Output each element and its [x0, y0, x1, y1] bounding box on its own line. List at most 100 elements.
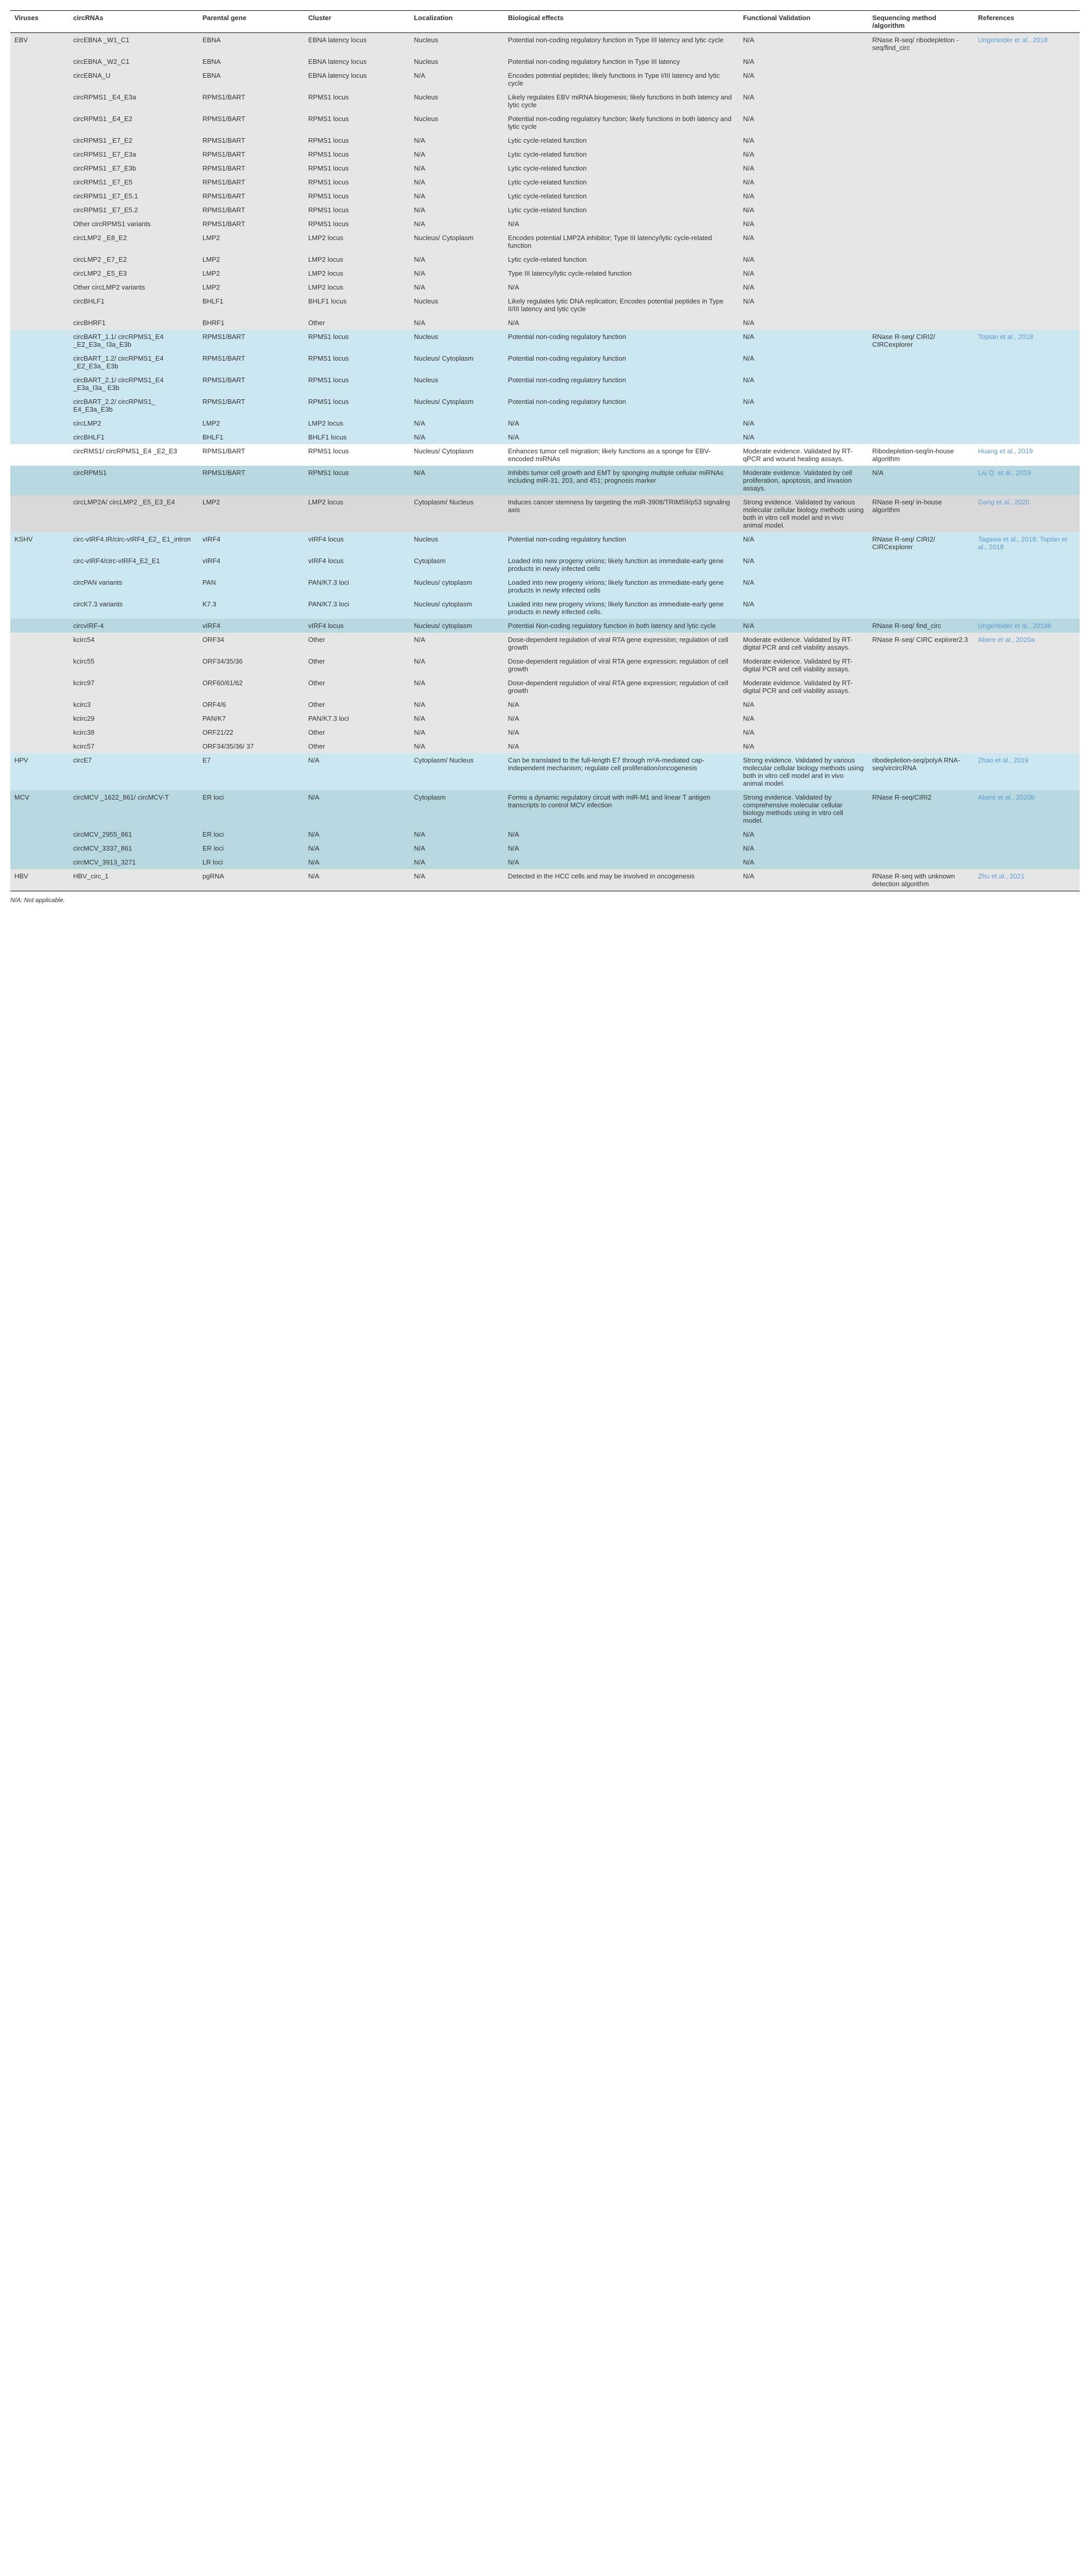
cell-sequencing: RNase R-seq with unknown detection algor…	[868, 869, 974, 891]
table-row: circK7.3 variantsK7.3PAN/K7.3 lociNucleu…	[10, 597, 1080, 619]
cell-reference	[974, 133, 1080, 147]
table-row: circBHLF1BHLF1BHLF1 locusN/AN/AN/A	[10, 430, 1080, 444]
cell-reference	[974, 55, 1080, 69]
cell-functional: N/A	[739, 430, 868, 444]
cell-cluster: LMP2 locus	[304, 495, 410, 532]
cell-localization: N/A	[410, 739, 504, 753]
cell-functional: N/A	[739, 554, 868, 575]
cell-localization: N/A	[410, 175, 504, 189]
cell-functional: N/A	[739, 351, 868, 373]
cell-functional: N/A	[739, 827, 868, 841]
cell-bioeffects: Can be translated to the full-length E7 …	[504, 753, 739, 790]
cell-cluster: RPMS1 locus	[304, 203, 410, 217]
table-row: HBVHBV_circ_1pgRNAN/AN/ADetected in the …	[10, 869, 1080, 891]
cell-reference	[974, 189, 1080, 203]
cell-cluster: RPMS1 locus	[304, 217, 410, 231]
h-localization: Localization	[410, 11, 504, 33]
cell-functional: N/A	[739, 725, 868, 739]
h-viruses: Viruses	[10, 11, 69, 33]
cell-parental: RPMS1/BART	[198, 203, 304, 217]
cell-virus	[10, 430, 69, 444]
cell-circrna: kcirc29	[69, 711, 198, 725]
cell-parental: RPMS1/BART	[198, 351, 304, 373]
cell-virus	[10, 69, 69, 90]
cell-circrna: circRPMS1 _E7_E5.1	[69, 189, 198, 203]
cell-cluster: Other	[304, 676, 410, 698]
cell-functional: N/A	[739, 90, 868, 112]
cell-bioeffects: Potential non-coding regulatory function	[504, 373, 739, 395]
table-row: circEBNA_UEBNAEBNA latency locusN/AEncod…	[10, 69, 1080, 90]
cell-localization: N/A	[410, 827, 504, 841]
cell-localization: N/A	[410, 252, 504, 266]
cell-circrna: circMCV _1622_861/ circMCV-T	[69, 790, 198, 827]
cell-reference	[974, 252, 1080, 266]
cell-cluster: BHLF1 locus	[304, 430, 410, 444]
cell-reference	[974, 725, 1080, 739]
cell-sequencing	[868, 430, 974, 444]
table-row: kcirc55ORF34/35/36OtherN/ADose-dependent…	[10, 654, 1080, 676]
cell-circrna: kcirc3	[69, 698, 198, 711]
cell-parental: vIRF4	[198, 554, 304, 575]
cell-parental: ORF34/35/36	[198, 654, 304, 676]
cell-reference	[974, 841, 1080, 855]
cell-functional: Moderate evidence. Validated by RT-digit…	[739, 676, 868, 698]
cell-parental: RPMS1/BART	[198, 444, 304, 466]
cell-localization: N/A	[410, 633, 504, 654]
cell-sequencing	[868, 698, 974, 711]
cell-circrna: circRPMS1 _E7_E5	[69, 175, 198, 189]
cell-circrna: circRPMS1 _E7_E3b	[69, 161, 198, 175]
cell-sequencing: RNase R-seq/ CIRC explorer2.3	[868, 633, 974, 654]
cell-virus: EBV	[10, 33, 69, 55]
cell-sequencing	[868, 654, 974, 676]
cell-cluster: N/A	[304, 855, 410, 869]
cell-reference: Tagawa et al., 2018; Toptan et al., 2018	[974, 532, 1080, 554]
cell-virus	[10, 633, 69, 654]
cell-reference	[974, 175, 1080, 189]
cell-parental: LMP2	[198, 416, 304, 430]
cell-functional: N/A	[739, 698, 868, 711]
cell-cluster: LMP2 locus	[304, 416, 410, 430]
cell-circrna: circE7	[69, 753, 198, 790]
cell-circrna: kcirc97	[69, 676, 198, 698]
cell-sequencing	[868, 112, 974, 133]
cell-reference	[974, 654, 1080, 676]
table-row: HPVcircE7E7N/ACytoplasm/ NucleusCan be t…	[10, 753, 1080, 790]
cell-functional: Moderate evidence. Validated by RT-qPCR …	[739, 444, 868, 466]
cell-localization: N/A	[410, 430, 504, 444]
cell-cluster: RPMS1 locus	[304, 175, 410, 189]
cell-sequencing: Ribodepletion-seq/in-house algorithm	[868, 444, 974, 466]
cell-reference	[974, 855, 1080, 869]
cell-cluster: RPMS1 locus	[304, 90, 410, 112]
cell-virus	[10, 855, 69, 869]
cell-sequencing	[868, 827, 974, 841]
cell-circrna: circRPMS1 _E7_E5.2	[69, 203, 198, 217]
cell-bioeffects: Encodes potential LMP2A inhibitor; Type …	[504, 231, 739, 252]
cell-sequencing	[868, 841, 974, 855]
table-row: circvIRF-4vIRF4vIRF4 locusNucleus/ cytop…	[10, 619, 1080, 633]
cell-functional: N/A	[739, 739, 868, 753]
cell-sequencing: RNase R-seq/ ribodepletion -seq/find_cir…	[868, 33, 974, 55]
cell-reference: Liu Q. et al., 2019	[974, 466, 1080, 495]
table-row: circBART_2.1/ circRPMS1_E4 _E3a_I3a_ E3b…	[10, 373, 1080, 395]
cell-circrna: circEBNA_U	[69, 69, 198, 90]
cell-parental: LMP2	[198, 495, 304, 532]
cell-parental: ORF21/22	[198, 725, 304, 739]
cell-localization: Nucleus	[410, 90, 504, 112]
cell-circrna: circ-vIRF4.IR/circ-vIRF4_E2_ E1_intron	[69, 532, 198, 554]
table-row: EBVcircEBNA _W1_C1EBNAEBNA latency locus…	[10, 33, 1080, 55]
cell-virus	[10, 676, 69, 698]
cell-functional: N/A	[739, 416, 868, 430]
cell-localization: N/A	[410, 280, 504, 294]
table-row: kcirc57ORF34/35/36/ 37OtherN/AN/AN/A	[10, 739, 1080, 753]
cell-bioeffects: Likely regulates EBV miRNA biogenesis; l…	[504, 90, 739, 112]
cell-sequencing	[868, 252, 974, 266]
h-cluster: Cluster	[304, 11, 410, 33]
cell-parental: EBNA	[198, 69, 304, 90]
cell-circrna: Other circRPMS1 variants	[69, 217, 198, 231]
cell-reference	[974, 231, 1080, 252]
cell-bioeffects: Dose-dependent regulation of viral RTA g…	[504, 676, 739, 698]
cell-parental: EBNA	[198, 55, 304, 69]
cell-reference	[974, 373, 1080, 395]
cell-sequencing	[868, 175, 974, 189]
cell-cluster: LMP2 locus	[304, 266, 410, 280]
